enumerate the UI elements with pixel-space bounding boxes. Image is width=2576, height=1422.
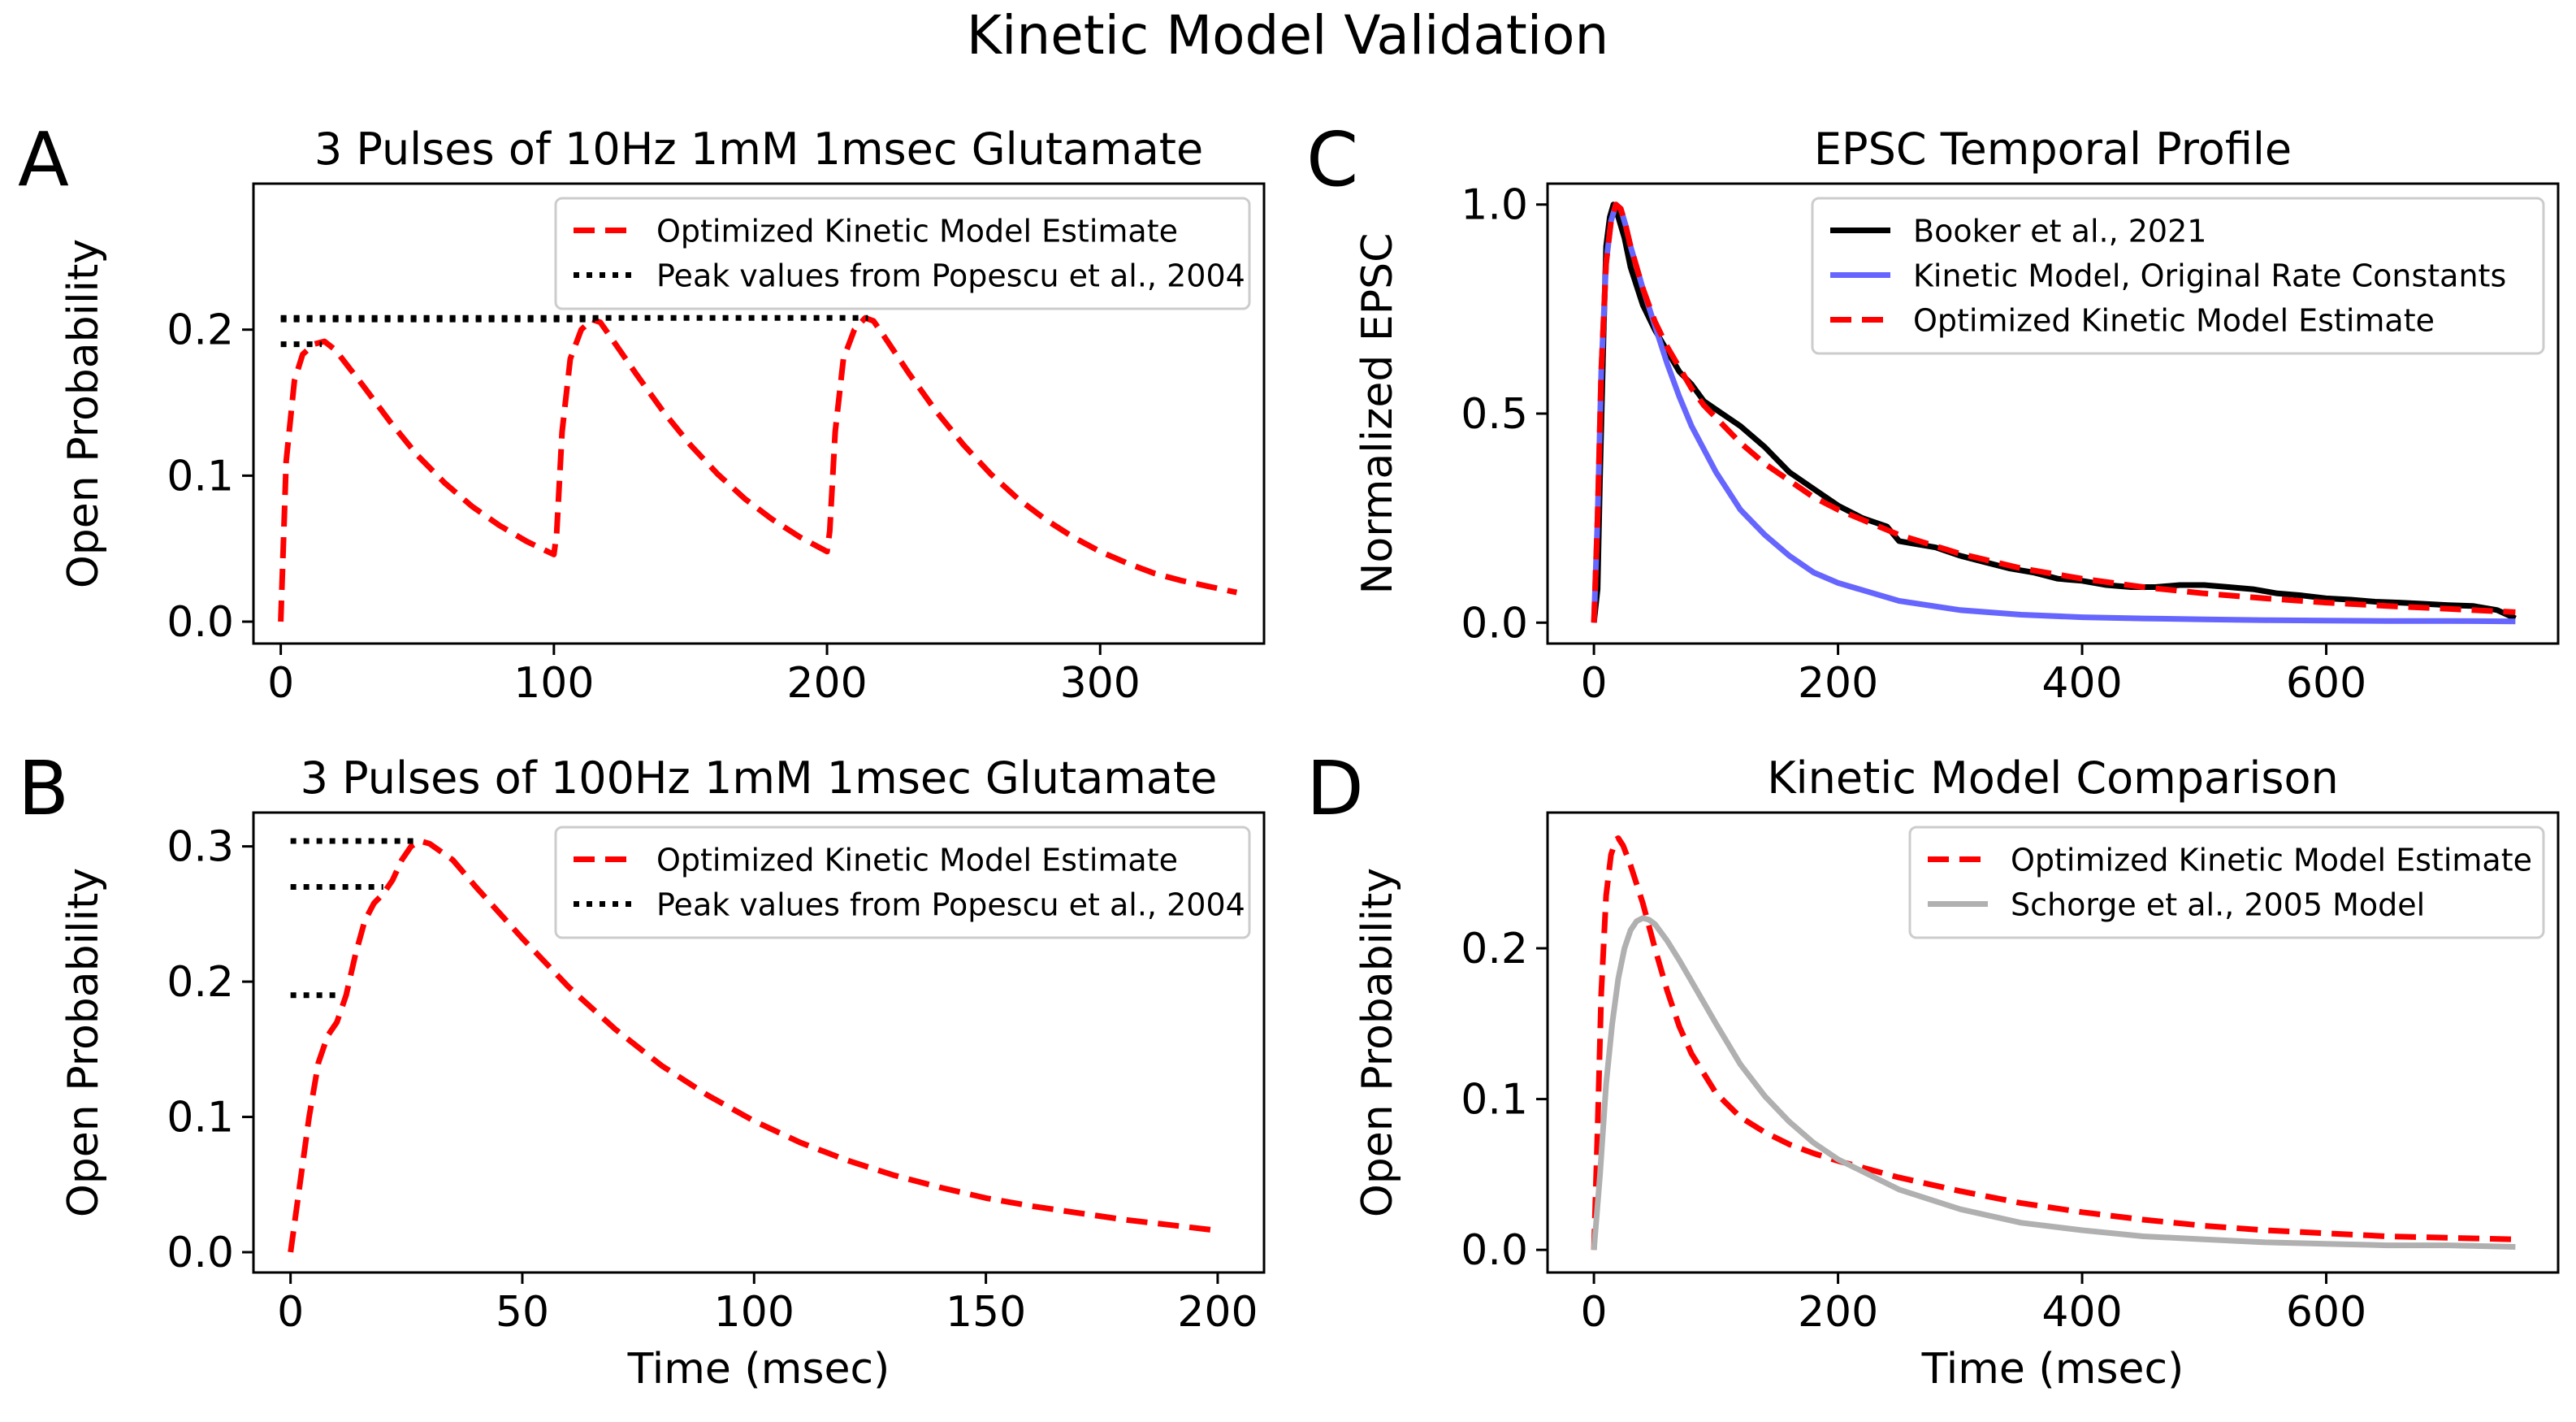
panel-a-legend-label: Peak values from Popescu et al., 2004: [656, 258, 1245, 294]
panel-d-title: Kinetic Model Comparison: [1767, 752, 2339, 804]
panel-d-ylabel: Open Probability: [1353, 868, 1402, 1217]
panel-d-legend-box: [1908, 826, 2545, 939]
panel-b-xtick-label: 100: [714, 1288, 794, 1337]
panel-c-xtick-label: 400: [2041, 659, 2122, 708]
panel-b-ylabel: Open Probability: [59, 868, 108, 1217]
panel-b-plot-area: [288, 838, 1219, 1253]
panel-d-frame: [1546, 811, 2560, 1274]
panel-d-ytick-label: 0.1: [1461, 1076, 1528, 1125]
panel-a-ytick-label: 0.2: [167, 306, 234, 355]
panel-a-title: 3 Pulses of 10Hz 1mM 1msec Glutamate: [314, 124, 1203, 175]
panel-c-legend-label: Booker et al., 2021: [1913, 214, 2206, 249]
panel-d-xtick-label: 600: [2286, 1288, 2366, 1337]
panel-b-chart: 3 Pulses of 100Hz 1mM 1msec Glutamate 0 50…: [59, 752, 1266, 1394]
panel-letter-c: C: [1306, 116, 1358, 203]
panel-c-legend-box: [1811, 197, 2545, 355]
panel-b-ytick-label: 0.1: [167, 1094, 234, 1142]
panel-a-ytick-label: 0.1: [167, 452, 234, 501]
figure-title: Kinetic Model Validation: [967, 4, 1609, 67]
panel-a-plot-area: [278, 314, 1238, 622]
panel-c-legend-label: Kinetic Model, Original Rate Constants: [1913, 258, 2506, 294]
panel-b-xtick-label: 150: [946, 1288, 1026, 1337]
panel-b-xtick-label: 50: [496, 1288, 549, 1337]
panel-c-plot-area: [1591, 202, 2517, 625]
panel-c-xtick-label: 200: [1798, 659, 1878, 708]
panel-b-legend: Optimized Kinetic Model Estimate Peak val…: [554, 826, 1251, 939]
panel-c-xtick-label: 600: [2286, 659, 2366, 708]
panel-a-frame: [252, 182, 1266, 645]
panel-d-chart: Kinetic Model Comparison 0 200 400 600 0.0 0.1…: [1353, 752, 2560, 1394]
panel-b-series-optimized-kinetic-model-estimate: [288, 838, 1219, 1253]
panel-b-legend-label: Optimized Kinetic Model Estimate: [656, 843, 1178, 878]
panel-c-legend-label: Optimized Kinetic Model Estimate: [1913, 303, 2435, 339]
panel-a-ylabel: Open Probability: [59, 239, 108, 588]
panel-d-ytick-label: 0.2: [1461, 925, 1528, 973]
panel-a-legend-label: Optimized Kinetic Model Estimate: [656, 214, 1178, 249]
panel-d-legend-label: Optimized Kinetic Model Estimate: [2011, 843, 2532, 878]
panel-a-xtick-label: 0: [267, 659, 294, 708]
panel-b-xtick-label: 200: [1177, 1288, 1258, 1337]
panel-a-xtick-label: 100: [513, 659, 594, 708]
panel-d-xtick-label: 200: [1798, 1288, 1878, 1337]
panel-a-xtick-label: 300: [1060, 659, 1141, 708]
panel-a-xtick-label: 200: [786, 659, 867, 708]
panel-b-frame: [252, 811, 1266, 1274]
panel-b-xlabel: Time (msec): [627, 1345, 890, 1394]
panel-b-legend-box: [554, 826, 1251, 939]
panel-c-ytick-label: 0.5: [1461, 390, 1528, 439]
panel-a-legend-box: [554, 197, 1251, 310]
panel-letter-b: B: [18, 745, 69, 832]
panel-c-title: EPSC Temporal Profile: [1814, 124, 2292, 175]
panel-b-legend-label: Peak values from Popescu et al., 2004: [656, 887, 1245, 923]
panel-b-ytick-label: 0.3: [167, 823, 234, 872]
panel-a-ytick-label: 0.0: [167, 598, 234, 647]
panel-letter-a: A: [18, 116, 69, 203]
panel-c-legend: Booker et al., 2021 Kinetic Model, Origin…: [1811, 197, 2545, 355]
panel-c-series-booker-et-al-2021: [1591, 202, 2517, 623]
panel-d-legend: Optimized Kinetic Model Estimate Schorge …: [1908, 826, 2545, 939]
panel-d-series-schorge-et-al-2005-model: [1591, 915, 2516, 1251]
panel-d-ytick-label: 0.0: [1461, 1226, 1528, 1275]
panel-d-xtick-label: 400: [2041, 1288, 2122, 1337]
panel-letter-d: D: [1306, 745, 1364, 832]
panel-d-xtick-label: 0: [1581, 1288, 1608, 1337]
panel-b-ytick-label: 0.2: [167, 958, 234, 1007]
panel-a-chart: 3 Pulses of 10Hz 1mM 1msec Glutamate 0 100…: [59, 124, 1266, 708]
panel-c-ytick-label: 1.0: [1461, 181, 1528, 230]
panel-b-title: 3 Pulses of 100Hz 1mM 1msec Glutamate: [301, 752, 1218, 804]
panel-d-plot-area: [1591, 835, 2516, 1251]
panel-b-xtick-label: 0: [277, 1288, 304, 1337]
panel-b-ytick-label: 0.0: [167, 1229, 234, 1277]
panel-c-ytick-label: 0.0: [1461, 599, 1528, 648]
panel-c-chart: EPSC Temporal Profile 0 200 400 600 0.0 0.5 1.0…: [1353, 124, 2560, 708]
panel-d-legend-label: Schorge et al., 2005 Model: [2011, 887, 2425, 923]
panel-a-series-optimized-kinetic-model-estimate: [278, 314, 1238, 622]
panel-d-xlabel: Time (msec): [1921, 1345, 2184, 1394]
panel-c-ylabel: Normalized EPSC: [1353, 233, 1402, 595]
panel-c-xtick-label: 0: [1581, 659, 1608, 708]
panel-a-legend: Optimized Kinetic Model Estimate Peak val…: [554, 197, 1251, 310]
panel-c-frame: [1546, 182, 2560, 645]
panel-c-series-optimized-kinetic-model-estimate: [1591, 202, 2516, 623]
